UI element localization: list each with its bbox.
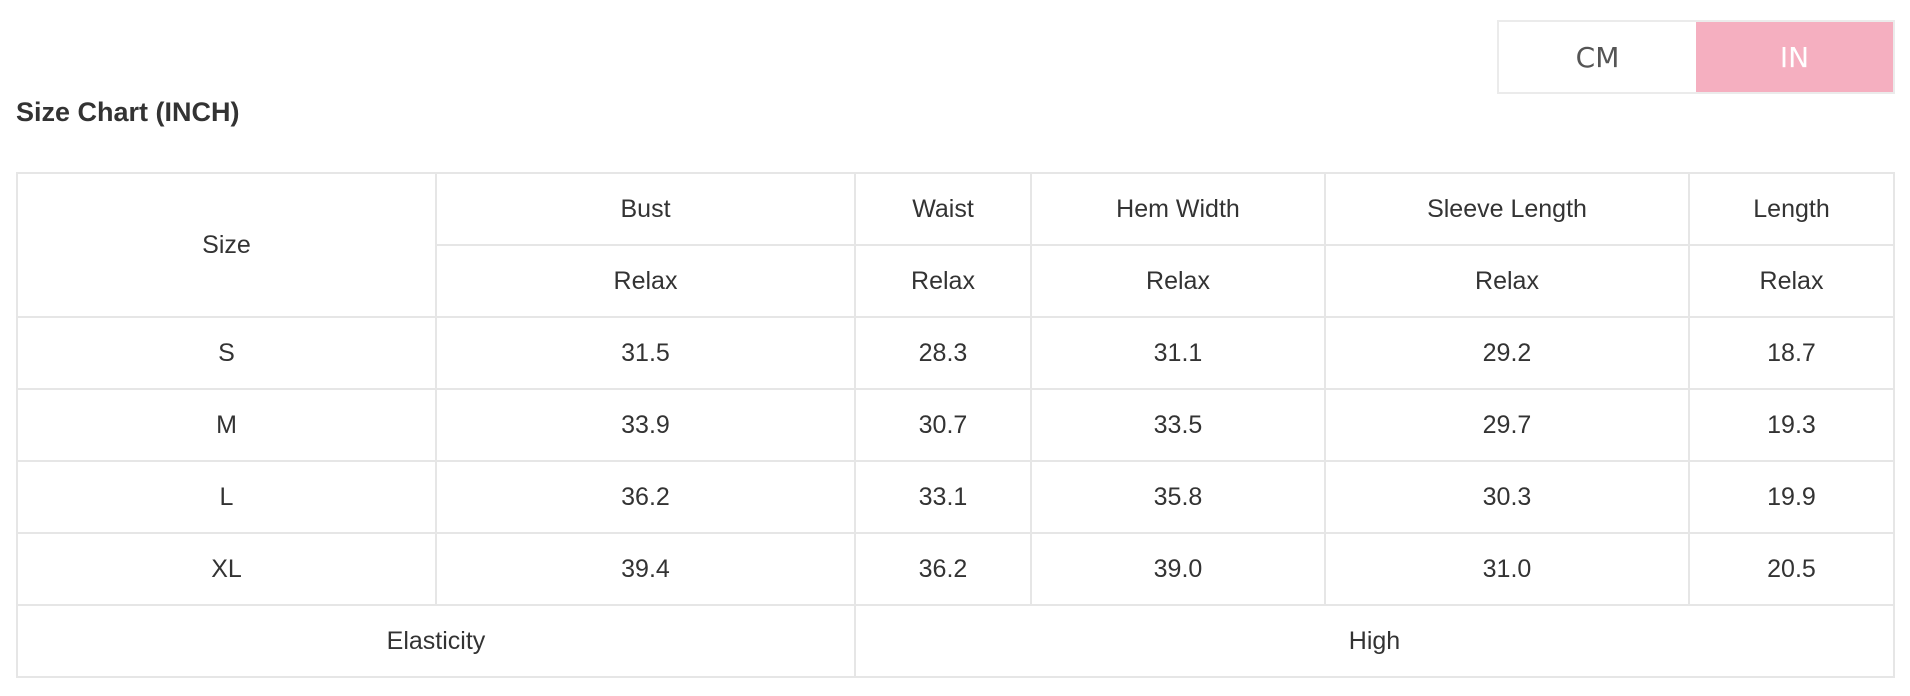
value-cell: 28.3: [854, 316, 1032, 390]
subheader: Relax: [854, 244, 1032, 318]
column-header: Sleeve Length: [1324, 172, 1690, 246]
column-header: Length: [1688, 172, 1895, 246]
elasticity-label: Elasticity: [16, 604, 856, 678]
elasticity-row: Elasticity High: [16, 604, 1895, 678]
table-row: S 31.5 28.3 31.1 29.2 18.7: [16, 316, 1895, 390]
value-cell: 39.0: [1030, 532, 1326, 606]
table-row: L 36.2 33.1 35.8 30.3 19.9: [16, 460, 1895, 534]
size-cell: XL: [16, 532, 437, 606]
value-cell: 20.5: [1688, 532, 1895, 606]
value-cell: 30.3: [1324, 460, 1690, 534]
header-row: Size Bust Waist Hem Width Sleeve Length …: [16, 172, 1895, 318]
value-cell: 33.1: [854, 460, 1032, 534]
value-cell: 30.7: [854, 388, 1032, 462]
unit-cm-button[interactable]: CM: [1499, 22, 1696, 92]
value-cell: 31.1: [1030, 316, 1326, 390]
value-cell: 33.5: [1030, 388, 1326, 462]
value-cell: 19.9: [1688, 460, 1895, 534]
subheader: Relax: [435, 244, 856, 318]
value-cell: 35.8: [1030, 460, 1326, 534]
page-title: Size Chart (INCH): [16, 97, 240, 127]
size-cell: S: [16, 316, 437, 390]
value-cell: 31.0: [1324, 532, 1690, 606]
size-chart-table: Size Bust Waist Hem Width Sleeve Length …: [16, 172, 1895, 678]
column-header: Hem Width: [1030, 172, 1326, 246]
value-cell: 39.4: [435, 532, 856, 606]
column-header: Bust: [435, 172, 856, 246]
size-cell: L: [16, 460, 437, 534]
value-cell: 36.2: [435, 460, 856, 534]
subheader-row: Relax Relax Relax Relax Relax: [17, 244, 1895, 318]
elasticity-value: High: [854, 604, 1895, 678]
table-row: XL 39.4 36.2 39.0 31.0 20.5: [16, 532, 1895, 606]
unit-toggle: CM IN: [1497, 20, 1895, 94]
column-header: Waist: [854, 172, 1032, 246]
value-cell: 29.7: [1324, 388, 1690, 462]
size-header: Size: [16, 172, 437, 318]
value-cell: 33.9: [435, 388, 856, 462]
size-cell: M: [16, 388, 437, 462]
value-cell: 19.3: [1688, 388, 1895, 462]
subheader: Relax: [1324, 244, 1690, 318]
table-row: M 33.9 30.7 33.5 29.7 19.3: [16, 388, 1895, 462]
unit-in-button[interactable]: IN: [1696, 22, 1893, 92]
value-cell: 31.5: [435, 316, 856, 390]
value-cell: 18.7: [1688, 316, 1895, 390]
value-cell: 36.2: [854, 532, 1032, 606]
subheader: Relax: [1688, 244, 1895, 318]
value-cell: 29.2: [1324, 316, 1690, 390]
subheader: Relax: [1030, 244, 1326, 318]
